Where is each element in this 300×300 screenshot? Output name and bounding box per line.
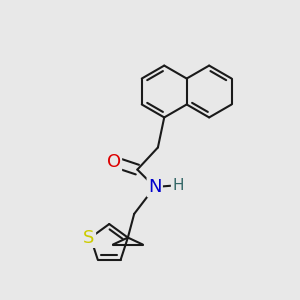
Text: S: S [83,229,95,247]
Text: H: H [172,178,184,193]
Text: O: O [106,153,121,171]
Text: N: N [148,178,161,196]
